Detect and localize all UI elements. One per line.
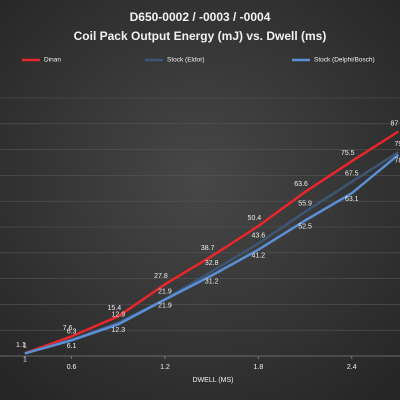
data-label: 87 bbox=[391, 120, 399, 127]
data-label: 27.8 bbox=[154, 273, 168, 280]
x-tick-label: 0.6 bbox=[67, 364, 77, 371]
data-label: 41.2 bbox=[252, 253, 266, 260]
chart-title: D650-0002 / -0003 / -0004 bbox=[130, 10, 271, 24]
x-axis-title: DWELL (MS) bbox=[193, 377, 234, 384]
x-tick-label: 2.4 bbox=[347, 364, 357, 371]
data-label: 6.1 bbox=[67, 343, 77, 350]
data-label: 52.5 bbox=[298, 223, 312, 230]
data-label: 43.6 bbox=[252, 232, 266, 239]
data-label: 63.6 bbox=[294, 181, 308, 188]
data-label: 12.3 bbox=[111, 327, 125, 334]
data-label: 78 bbox=[395, 158, 400, 165]
data-label: 21.9 bbox=[158, 302, 172, 309]
data-label: 12.9 bbox=[111, 312, 125, 319]
legend-label: Stock (Delphi/Bosch) bbox=[314, 57, 375, 64]
data-label: 7.6 bbox=[63, 325, 73, 332]
data-label: 6.3 bbox=[67, 329, 77, 336]
x-tick-label: 1.8 bbox=[253, 364, 263, 371]
data-label: 55.9 bbox=[298, 201, 312, 208]
data-label: 50.4 bbox=[248, 215, 262, 222]
data-label: 75.5 bbox=[341, 150, 355, 157]
x-tick-label: 1.2 bbox=[160, 364, 170, 371]
data-label: 63.1 bbox=[345, 196, 359, 203]
data-label: 21.9 bbox=[158, 288, 172, 295]
data-label: 38.7 bbox=[201, 245, 215, 252]
legend-label: Stock (Eldor) bbox=[167, 57, 205, 64]
data-label: 67.5 bbox=[345, 171, 359, 178]
data-label: 79 bbox=[395, 141, 400, 148]
data-label: 31.2 bbox=[205, 278, 219, 285]
data-label: 1 bbox=[23, 342, 27, 349]
data-label: 1 bbox=[23, 356, 27, 363]
data-label: 32.8 bbox=[205, 260, 219, 267]
data-label: 15.4 bbox=[107, 305, 121, 312]
series-line bbox=[24, 153, 400, 355]
series-line bbox=[24, 130, 400, 355]
chart-subtitle: Coil Pack Output Energy (mJ) vs. Dwell (… bbox=[74, 29, 327, 43]
legend-label: Dinan bbox=[44, 57, 61, 64]
data-label: 1.1 bbox=[16, 342, 26, 349]
